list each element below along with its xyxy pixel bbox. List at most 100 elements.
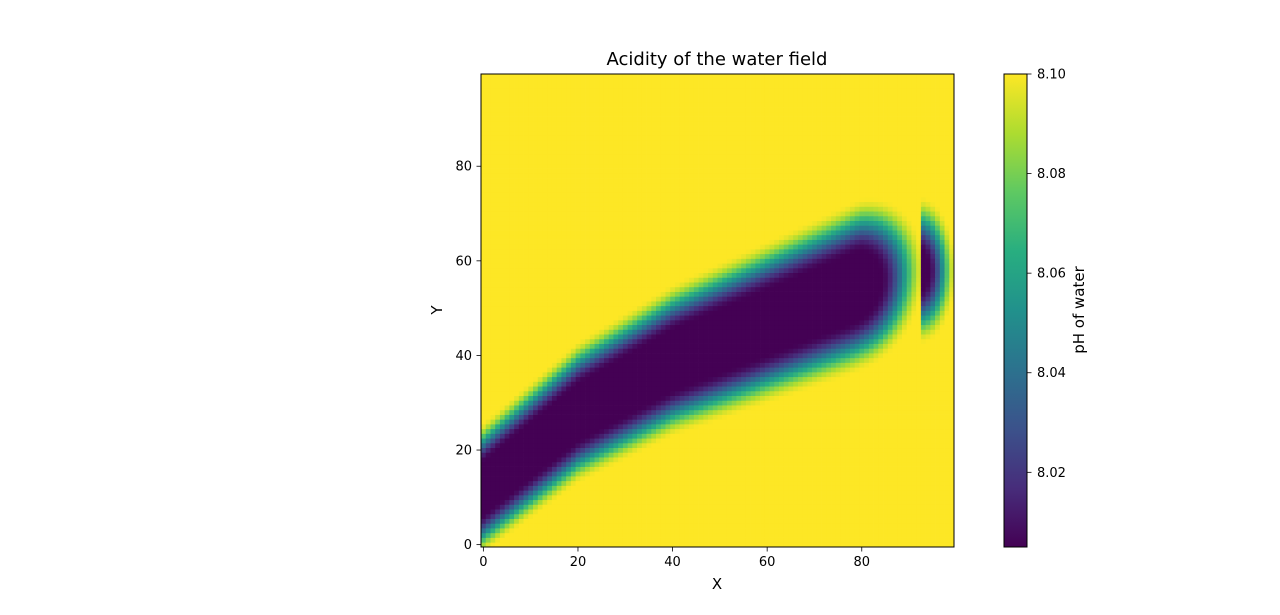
heatmap-cell (481, 419, 487, 425)
heatmap-cell (641, 367, 647, 373)
heatmap-cell (542, 353, 548, 359)
heatmap-cell (679, 499, 685, 505)
heatmap-cell (939, 528, 945, 534)
heatmap-cell (722, 371, 728, 378)
heatmap-cell (778, 371, 785, 378)
heatmap-cell (689, 338, 695, 344)
heatmap-cell (490, 390, 496, 396)
heatmap-cell (892, 509, 898, 515)
heatmap-cell (887, 499, 893, 505)
heatmap-cell (897, 523, 903, 529)
heatmap-cell (883, 480, 889, 486)
heatmap-cell (679, 528, 685, 534)
heatmap-cell (736, 476, 742, 482)
heatmap-cell (570, 310, 576, 316)
heatmap-cell (551, 518, 558, 524)
heatmap-cell (665, 528, 671, 534)
heatmap-cell (778, 485, 785, 491)
heatmap-cell (864, 480, 870, 486)
heatmap-cell (935, 395, 941, 401)
heatmap-cell (840, 528, 846, 534)
heatmap-cell (641, 485, 647, 491)
heatmap-cell (826, 509, 832, 515)
heatmap-cell (859, 490, 865, 496)
heatmap-cell (585, 414, 591, 420)
heatmap-cell (485, 494, 491, 501)
heatmap-cell (760, 324, 766, 330)
heatmap-cell (551, 348, 558, 354)
heatmap-cell (783, 504, 789, 510)
heatmap-cell (551, 499, 558, 505)
heatmap-cell (911, 542, 917, 548)
heatmap-cell (670, 532, 676, 538)
heatmap-cell (518, 428, 524, 434)
heatmap-cell (608, 461, 614, 467)
heatmap-cell (816, 428, 822, 434)
heatmap-cell (566, 447, 572, 453)
heatmap-cell (868, 528, 874, 534)
heatmap-cell (603, 362, 610, 368)
heatmap-cell (651, 343, 657, 349)
heatmap-cell (618, 310, 624, 316)
heatmap-cell (925, 542, 931, 548)
heatmap-cell (906, 376, 912, 382)
heatmap-cell (741, 457, 747, 463)
heatmap-cell (892, 542, 898, 548)
heatmap-cell (481, 343, 487, 349)
heatmap-cell (533, 504, 539, 510)
heatmap-cell (741, 324, 747, 330)
heatmap-cell (887, 523, 893, 529)
heatmap-cell (845, 329, 851, 335)
heatmap-cell (840, 428, 846, 434)
heatmap-cell (878, 405, 884, 411)
heatmap-cell (816, 513, 822, 519)
heatmap-cell (821, 528, 827, 534)
heatmap-cell (840, 357, 846, 363)
heatmap-cell (821, 395, 827, 401)
heatmap-cell (551, 480, 558, 486)
heatmap-cell (651, 334, 657, 340)
heatmap-cell (845, 362, 851, 368)
heatmap-cell (660, 528, 666, 534)
heatmap-cell (566, 315, 572, 321)
heatmap-cell (840, 367, 846, 373)
heatmap-cell (656, 400, 662, 406)
heatmap-cell (637, 537, 643, 543)
heatmap-cell (883, 414, 889, 420)
heatmap-cell (892, 386, 898, 392)
heatmap-cell (495, 433, 501, 439)
heatmap-cell (722, 537, 728, 543)
heatmap-cell (518, 334, 524, 340)
heatmap-cell (769, 490, 775, 496)
heatmap-cell (878, 310, 884, 316)
heatmap-cell (849, 371, 856, 378)
heatmap-cell (627, 405, 633, 411)
heatmap-cell (925, 499, 931, 505)
heatmap-cell (594, 395, 600, 401)
heatmap-cell (755, 338, 761, 344)
heatmap-cell (854, 376, 860, 382)
heatmap-cell (618, 518, 624, 524)
heatmap-cell (760, 390, 766, 396)
heatmap-cell (490, 485, 496, 491)
heatmap-cell (821, 343, 827, 349)
heatmap-cell (485, 442, 491, 449)
heatmap-cell (490, 518, 496, 524)
heatmap-cell (854, 509, 860, 515)
heatmap-cell (849, 381, 856, 387)
heatmap-cell (712, 518, 718, 524)
heatmap-cell (755, 353, 761, 359)
heatmap-cell (722, 499, 728, 505)
heatmap-cell (736, 523, 742, 529)
heatmap-cell (622, 499, 628, 505)
heatmap-cell (585, 310, 591, 316)
heatmap-cell (835, 310, 841, 316)
heatmap-cell (878, 414, 884, 420)
heatmap-cell (495, 362, 501, 368)
heatmap-cell (868, 471, 874, 477)
heatmap-cell (835, 442, 841, 449)
heatmap-cell (925, 310, 931, 316)
heatmap-cell (916, 348, 922, 354)
heatmap-cell (878, 433, 884, 439)
heatmap-cell (556, 324, 562, 330)
